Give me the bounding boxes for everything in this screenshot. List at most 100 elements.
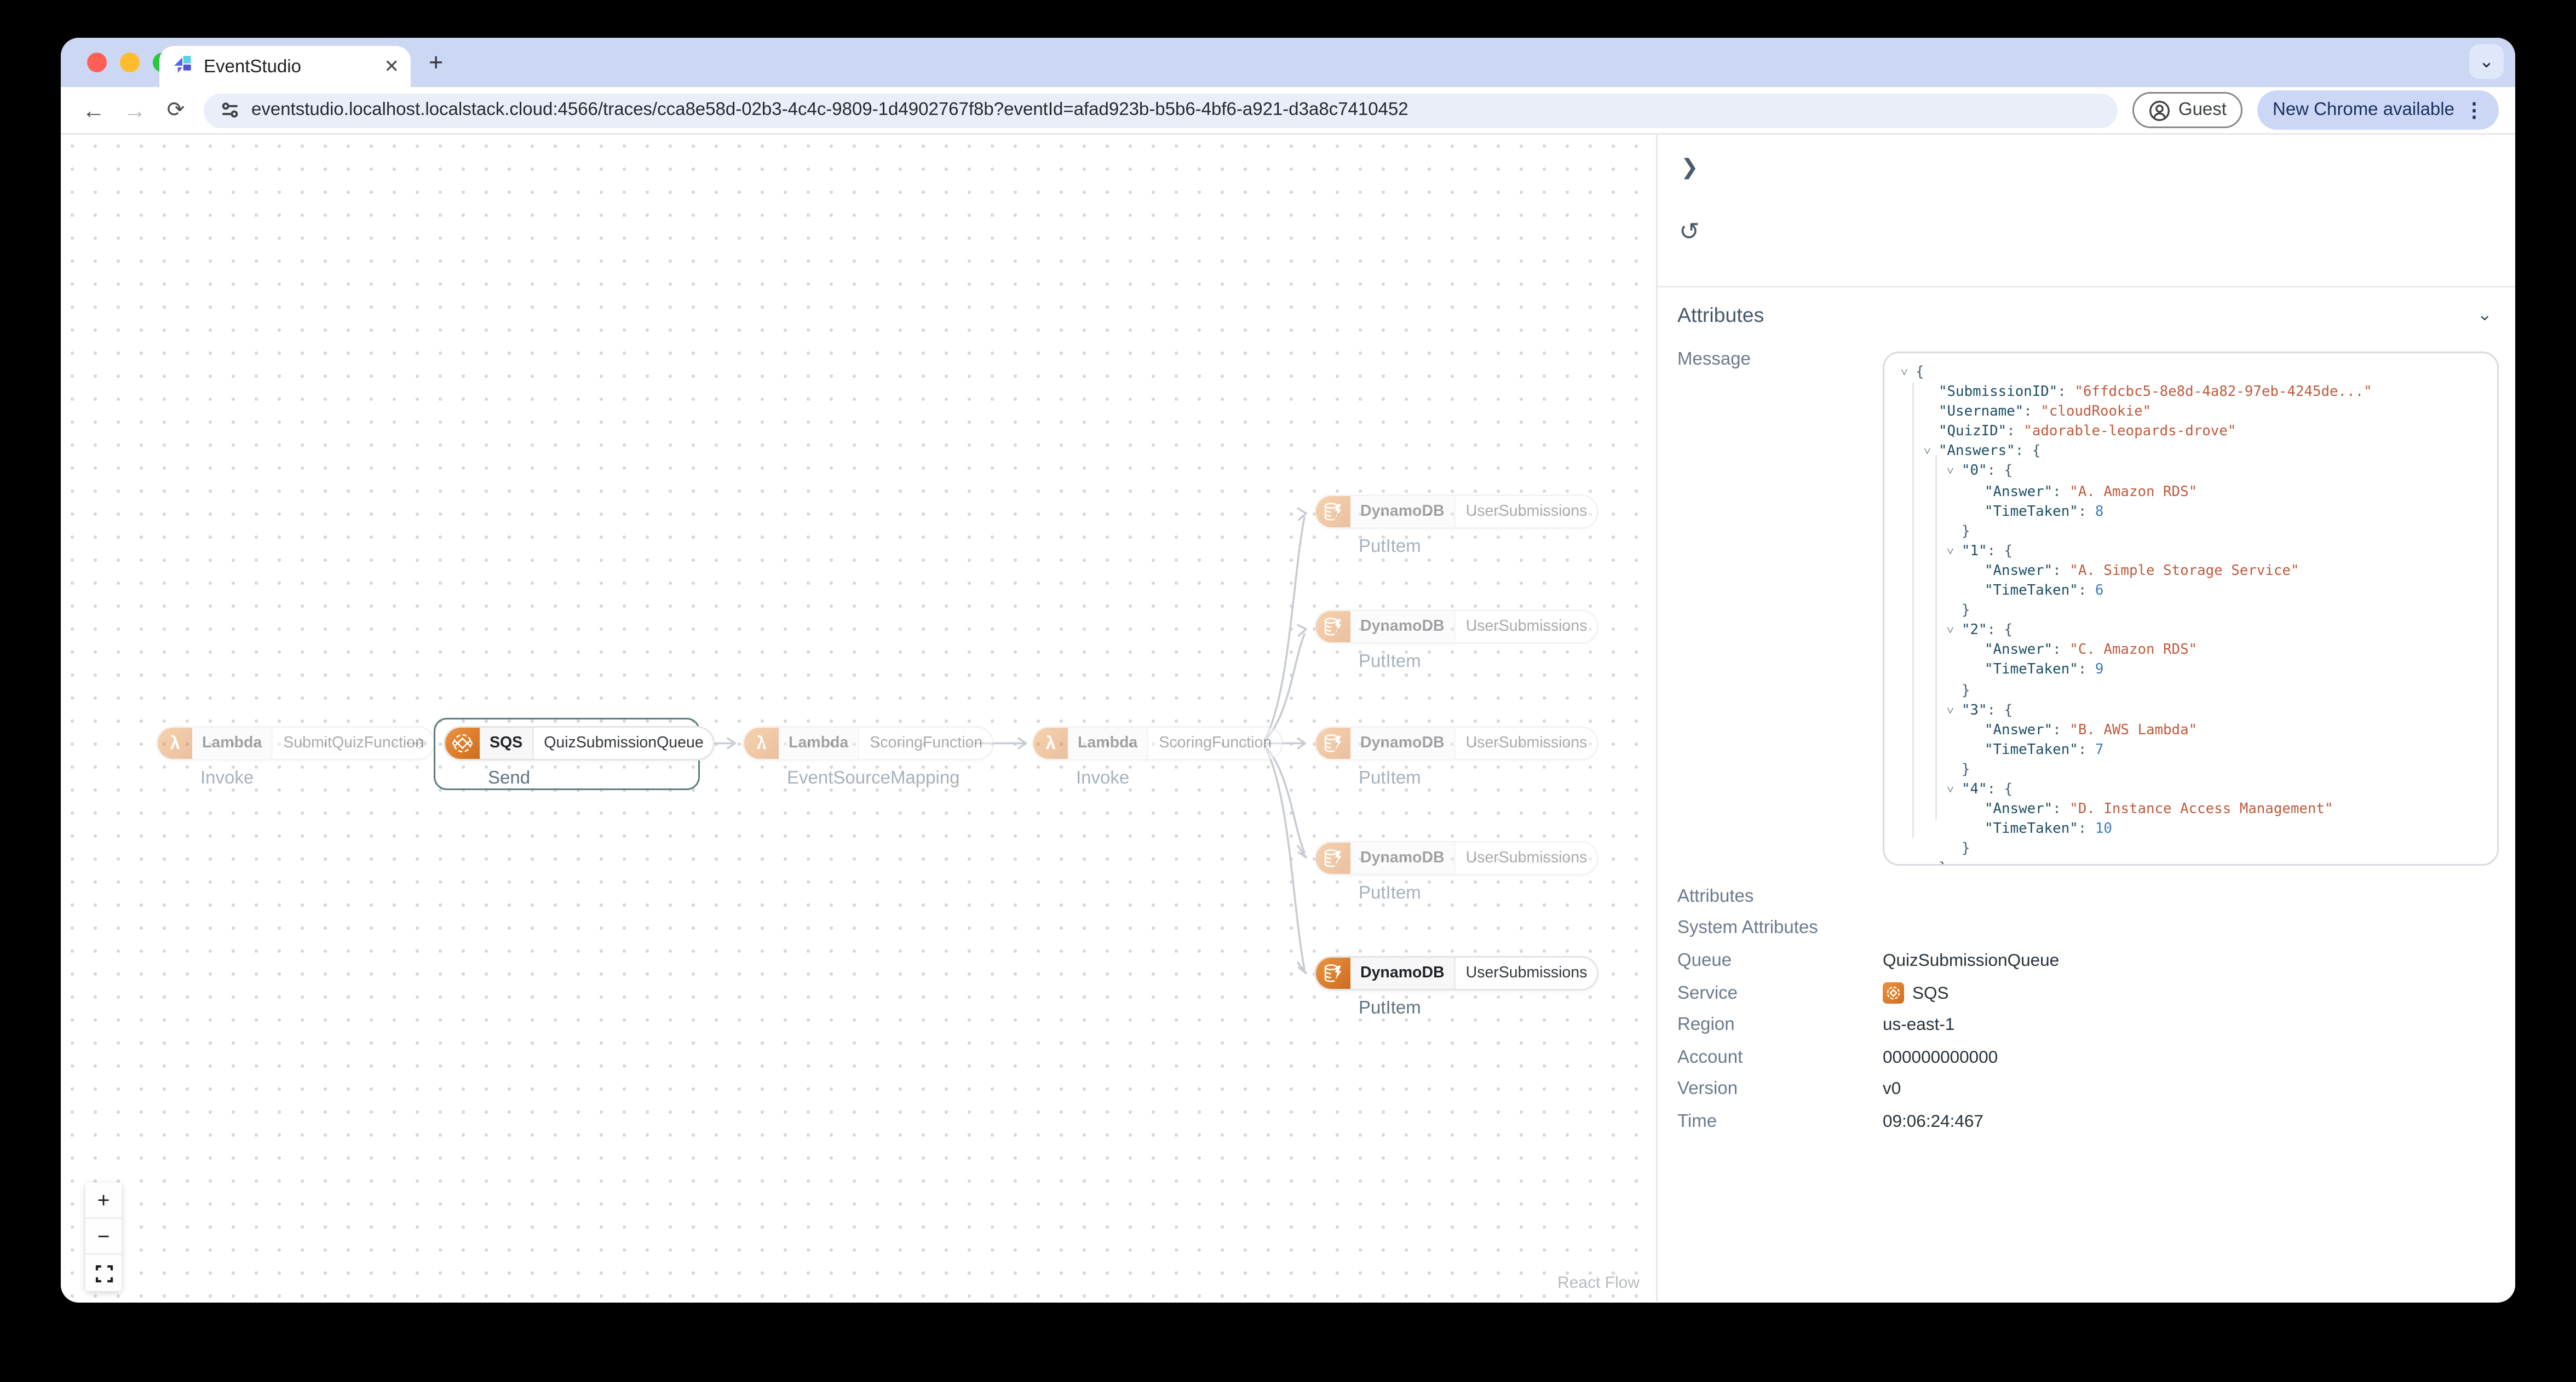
refresh-icon[interactable]: ↺ — [1679, 218, 1700, 246]
json-line: "Answer": "B. AWS Lambda" — [1894, 721, 2484, 740]
attribute-label: Queue — [1677, 951, 1732, 971]
site-settings-icon[interactable] — [220, 100, 240, 120]
json-line: "TimeTaken": 10 — [1894, 820, 2484, 839]
json-line: "Answer": "A. Amazon RDS" — [1894, 482, 2484, 502]
json-collapse-caret-icon — [1947, 522, 1962, 540]
json-collapse-caret-icon — [1970, 740, 1985, 758]
attributes-section-title: Attributes — [1677, 304, 1764, 327]
attribute-label: Service — [1677, 983, 1738, 1003]
node-service-label: Lambda — [1068, 728, 1149, 759]
tab-search-chevron-icon[interactable]: ⌄ — [2469, 44, 2504, 79]
node-resource-label: SubmitQuizFunction — [283, 734, 424, 752]
guest-profile-button[interactable]: Guest — [2132, 92, 2243, 128]
back-icon[interactable]: ← — [82, 97, 105, 123]
address-bar[interactable]: eventstudio.localhost.localstack.cloud:4… — [204, 93, 2118, 128]
fit-view-button[interactable] — [85, 1255, 122, 1291]
url-text[interactable]: eventstudio.localhost.localstack.cloud:4… — [251, 100, 1408, 120]
node-resource-label: UserSubmissions — [1465, 734, 1588, 752]
chrome-update-button[interactable]: New Chrome available ⋮ — [2257, 90, 2499, 130]
flow-node-dynamodb-usersubmissions[interactable]: DynamoDB UserSubmissions — [1314, 841, 1599, 876]
json-collapse-caret-icon — [1970, 661, 1985, 679]
reload-icon[interactable]: ⟳ — [166, 97, 185, 122]
json-collapse-caret-icon — [1924, 860, 1939, 864]
json-collapse-caret-icon — [1924, 383, 1939, 401]
menu-kebab-icon[interactable]: ⋮ — [2464, 99, 2484, 122]
node-resource-label: ScoringFunction — [1159, 734, 1272, 752]
flow-edges — [406, 507, 1307, 975]
page-content: λ Lambda SubmitQuizFunction Invoke SQS QuizSu… — [61, 135, 2515, 1301]
dynamodb-icon — [1324, 964, 1342, 982]
flow-node-dynamodb-usersubmissions[interactable]: DynamoDB UserSubmissions — [1314, 956, 1599, 991]
flow-node-dynamodb-usersubmissions[interactable]: DynamoDB UserSubmissions — [1314, 726, 1599, 761]
minimize-window-button[interactable] — [120, 53, 140, 72]
json-line: "TimeTaken": 9 — [1894, 661, 2484, 681]
zoom-in-button[interactable]: + — [85, 1183, 122, 1219]
json-line: "Answer": "D. Instance Access Management… — [1894, 800, 2484, 820]
new-tab-button[interactable]: + — [429, 49, 444, 77]
flow-canvas[interactable]: λ Lambda SubmitQuizFunction Invoke SQS QuizSu… — [61, 135, 1656, 1301]
flow-node-lambda-submitquizfunction[interactable]: λ Lambda SubmitQuizFunction — [156, 726, 435, 761]
json-collapse-caret-icon — [1924, 423, 1939, 441]
json-line: } — [1894, 840, 2484, 860]
json-line: ˅{ — [1894, 363, 2484, 383]
json-collapse-caret-icon[interactable]: ˅ — [1947, 781, 1954, 797]
message-json-viewer[interactable]: ˅{ "SubmissionID": "6ffdcbc5-8e8d-4a82-9… — [1883, 352, 2499, 866]
node-resource-label: UserSubmissions — [1465, 618, 1588, 636]
json-line: ˅ "4": { — [1894, 780, 2484, 800]
attribute-row-queue: Queue QuizSubmissionQueue — [1677, 945, 2496, 977]
node-resource-label: UserSubmissions — [1465, 964, 1588, 982]
json-line: "Answer": "C. Amazon RDS" — [1894, 641, 2484, 661]
json-collapse-caret-icon[interactable]: ˅ — [1924, 444, 1931, 459]
flow-node-dynamodb-usersubmissions[interactable]: DynamoDB UserSubmissions — [1314, 609, 1599, 644]
json-line: "TimeTaken": 7 — [1894, 740, 2484, 760]
close-window-button[interactable] — [87, 53, 107, 72]
json-line: "TimeTaken": 6 — [1894, 581, 2484, 601]
json-collapse-caret-icon[interactable]: ˅ — [1947, 543, 1954, 558]
node-service-label: SQS — [480, 728, 534, 759]
json-collapse-caret-icon[interactable]: ˅ — [1947, 464, 1954, 479]
json-line: } — [1894, 681, 2484, 701]
tab-close-icon[interactable]: ✕ — [384, 57, 399, 77]
tab-title: EventStudio — [204, 56, 301, 77]
attribute-value: v0 — [1883, 1080, 1901, 1100]
flow-node-sqs-quizsubmissionqueue[interactable]: SQS QuizSubmissionQueue — [444, 726, 715, 761]
attribute-rows: Attributes System Attributes Queue QuizSubm… — [1677, 880, 2496, 1138]
node-resource-label: QuizSubmissionQueue — [544, 734, 704, 752]
json-collapse-caret-icon[interactable]: ˅ — [1947, 623, 1954, 638]
flow-node-dynamodb-usersubmissions[interactable]: DynamoDB UserSubmissions — [1314, 494, 1599, 529]
json-indent-guide — [1934, 455, 1936, 820]
flow-node-lambda-scoringfunction[interactable]: λ Lambda ScoringFunction — [743, 726, 994, 761]
attribute-row-attributes: Attributes — [1677, 880, 2496, 913]
flow-node-lambda-scoringfunction[interactable]: λ Lambda ScoringFunction — [1032, 726, 1284, 761]
json-collapse-caret-icon — [1970, 820, 1985, 838]
collapse-panel-chevron-icon[interactable]: ❯ — [1681, 154, 1699, 179]
node-resource-label: ScoringFunction — [870, 734, 983, 752]
json-collapse-caret-icon — [1947, 681, 1962, 699]
tab-eventstudio[interactable]: EventStudio ✕ — [159, 46, 411, 87]
json-collapse-caret-icon — [1970, 562, 1985, 580]
json-line: "Username": "cloudRookie" — [1894, 403, 2484, 423]
attribute-value: 000000000000 — [1883, 1047, 1998, 1068]
browser-toolbar: ← → ⟳ eventstudio.localhost.localstack.c… — [61, 87, 2515, 135]
json-collapse-caret-icon[interactable]: ˅ — [1901, 365, 1908, 379]
json-line: ˅ "3": { — [1894, 701, 2484, 721]
attribute-value: 09:06:24:467 — [1883, 1112, 1983, 1132]
dynamodb-icon — [1324, 503, 1342, 521]
node-service-label: Lambda — [779, 728, 860, 759]
attribute-label: Account — [1677, 1047, 1743, 1068]
attributes-collapse-chevron-icon[interactable]: ⌄ — [2477, 306, 2492, 325]
lambda-icon: λ — [1045, 733, 1056, 753]
forward-icon[interactable]: → — [123, 97, 146, 123]
json-collapse-caret-icon — [1947, 761, 1962, 779]
panel-divider — [1658, 286, 2515, 287]
node-operation-caption: PutItem — [1359, 652, 1421, 672]
json-line: "Answer": "A. Simple Storage Service" — [1894, 562, 2484, 581]
node-service-label: DynamoDB — [1350, 496, 1456, 527]
json-line: "SubmissionID": "6ffdcbc5-8e8d-4a82-97eb… — [1894, 383, 2484, 402]
json-collapse-caret-icon[interactable]: ˅ — [1947, 702, 1954, 717]
node-service-label: Lambda — [192, 728, 274, 759]
zoom-out-button[interactable]: − — [85, 1219, 122, 1255]
browser-window: EventStudio ✕ + ⌄ ← → ⟳ eventstudio.loca… — [61, 38, 2515, 1303]
json-line: ˅ "1": { — [1894, 542, 2484, 562]
